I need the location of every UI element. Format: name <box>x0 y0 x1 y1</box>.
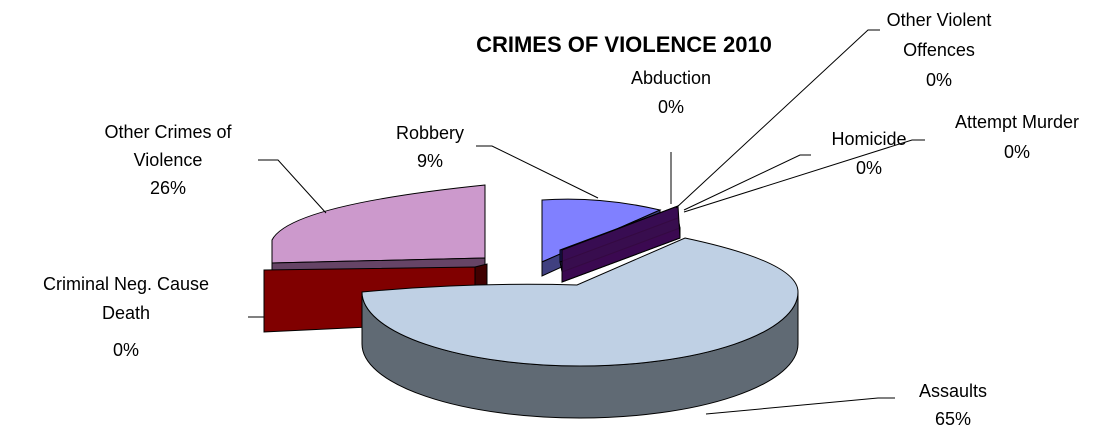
label-abduction-name: Abduction <box>631 68 711 88</box>
label-other-crimes-of-violence: Other Crimes of 26% Violence <box>104 122 232 198</box>
label-other-crimes-line2: Violence <box>134 150 203 170</box>
label-homicide-name: Homicide <box>831 129 906 149</box>
label-attempt-murder-name: Attempt Murder <box>955 112 1079 132</box>
label-abduction: Abduction 0% <box>631 68 711 117</box>
label-criminal-neg-line2: Death <box>102 303 150 323</box>
label-robbery-name: Robbery <box>396 123 464 143</box>
label-criminal-neg-percent: 0% <box>113 340 139 360</box>
label-other-crimes-percent: 26% <box>150 178 186 198</box>
label-other-violent-line2: Offences <box>903 40 975 60</box>
label-homicide: Homicide 0% <box>831 129 906 178</box>
label-other-crimes-line1: Other Crimes of <box>104 122 232 142</box>
slice-other-crimes-of-violence <box>271 184 486 276</box>
label-criminal-neg-line1: Criminal Neg. Cause <box>43 274 209 294</box>
label-other-violent-line1: Other Violent <box>887 10 992 30</box>
label-assaults-name: Assaults <box>919 381 987 401</box>
label-attempt-murder-percent: 0% <box>1004 142 1030 162</box>
chart-title: CRIMES OF VIOLENCE 2010 <box>476 32 772 57</box>
label-abduction-percent: 0% <box>658 97 684 117</box>
label-attempt-murder: Attempt Murder 0% <box>955 112 1079 162</box>
leader-lines <box>248 29 925 415</box>
slice-attempt-murder <box>561 205 681 283</box>
label-criminal-neg-cause-death: Criminal Neg. Cause Death 0% <box>43 274 209 360</box>
label-robbery-percent: 9% <box>417 151 443 171</box>
slice-assaults <box>361 237 799 419</box>
label-assaults: Assaults 65% <box>919 381 987 429</box>
label-homicide-percent: 0% <box>856 158 882 178</box>
label-other-violent-percent: 0% <box>926 70 952 90</box>
label-other-violent-offences: Other Violent Offences 0% <box>887 10 992 90</box>
label-assaults-percent: 65% <box>935 409 971 429</box>
label-robbery: Robbery 9% <box>396 123 464 171</box>
